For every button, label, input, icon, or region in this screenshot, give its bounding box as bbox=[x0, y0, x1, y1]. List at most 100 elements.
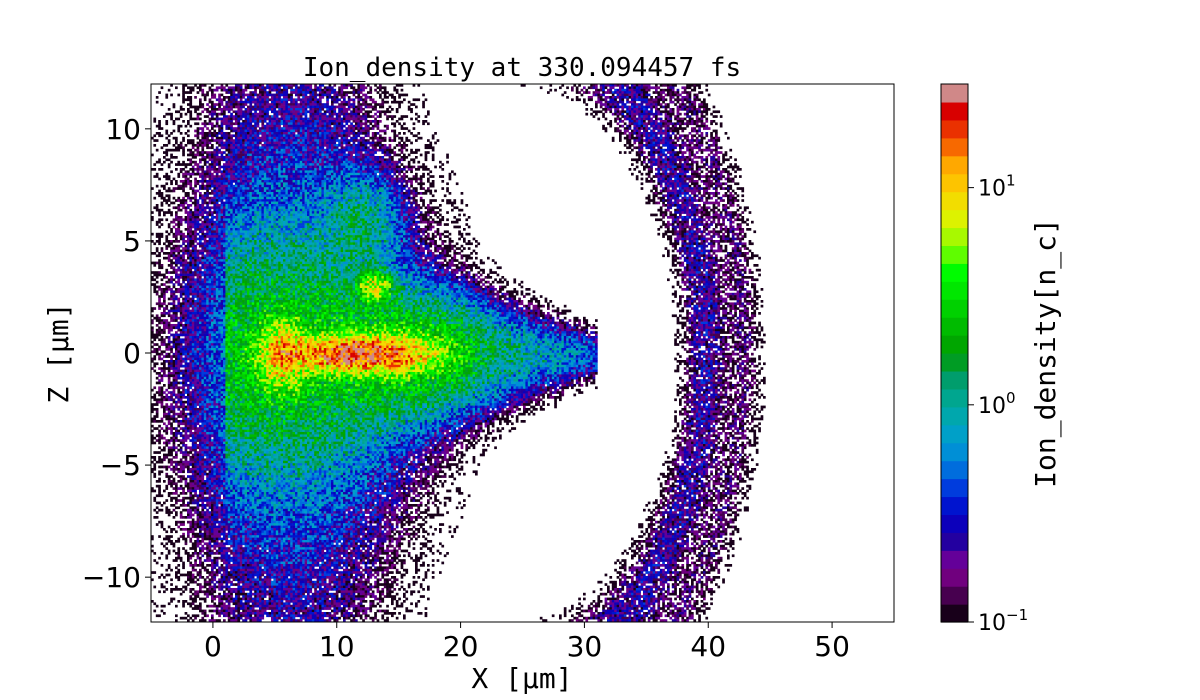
density-cell bbox=[223, 134, 226, 138]
density-cell bbox=[283, 136, 286, 140]
density-cell bbox=[271, 146, 274, 150]
density-cell bbox=[227, 158, 231, 162]
density-cell bbox=[290, 170, 293, 174]
density-cell bbox=[321, 170, 325, 174]
density-cell bbox=[211, 172, 214, 176]
density-cell bbox=[393, 172, 397, 176]
density-cell bbox=[645, 110, 649, 114]
density-cell bbox=[657, 103, 661, 106]
density-cell bbox=[371, 100, 375, 104]
density-cell bbox=[326, 153, 329, 157]
density-cell bbox=[388, 146, 392, 150]
density-cell bbox=[667, 91, 670, 94]
density-cell bbox=[309, 177, 313, 181]
density-cell bbox=[273, 115, 277, 118]
density-cell bbox=[179, 146, 183, 150]
density-cell bbox=[215, 134, 219, 138]
density-cell bbox=[412, 103, 416, 106]
density-cell bbox=[652, 175, 656, 178]
density-cell bbox=[383, 177, 387, 181]
density-cell bbox=[446, 182, 449, 186]
density-cell bbox=[676, 100, 680, 104]
density-cell bbox=[698, 84, 701, 87]
density-cell bbox=[251, 127, 255, 130]
density-cell bbox=[283, 124, 286, 128]
density-cell bbox=[633, 122, 637, 126]
density-cell bbox=[326, 110, 329, 114]
density-cell bbox=[405, 144, 409, 147]
density-cell bbox=[674, 156, 677, 159]
density-cell bbox=[273, 103, 277, 106]
density-cell bbox=[729, 180, 733, 183]
density-cell bbox=[235, 110, 238, 114]
density-cell bbox=[398, 117, 401, 121]
density-cell bbox=[251, 124, 255, 128]
density-cell bbox=[695, 182, 699, 186]
density-cell bbox=[314, 163, 317, 166]
density-cell bbox=[674, 103, 677, 106]
density-cell bbox=[283, 170, 286, 174]
density-cell bbox=[244, 103, 248, 106]
density-cell bbox=[633, 132, 637, 135]
density-cell bbox=[268, 117, 272, 121]
density-cell bbox=[287, 158, 291, 162]
density-cell bbox=[712, 129, 716, 133]
density-cell bbox=[283, 84, 286, 87]
density-cell bbox=[225, 146, 229, 150]
density-cell bbox=[321, 136, 325, 140]
density-cell bbox=[232, 172, 236, 176]
density-cell bbox=[225, 184, 229, 188]
density-cell bbox=[304, 86, 308, 90]
density-cell bbox=[237, 100, 241, 104]
density-cell bbox=[355, 165, 358, 169]
density-cell bbox=[350, 151, 353, 154]
density-cell bbox=[693, 105, 697, 109]
density-cell bbox=[669, 100, 673, 104]
density-cell bbox=[153, 120, 157, 123]
density-cell bbox=[319, 98, 322, 102]
density-cell bbox=[304, 182, 308, 186]
density-cell bbox=[242, 88, 245, 92]
density-cell bbox=[669, 86, 673, 90]
density-cell bbox=[647, 144, 651, 147]
density-cell bbox=[686, 110, 689, 114]
density-cell bbox=[333, 100, 337, 104]
density-cell bbox=[715, 163, 718, 166]
density-cell bbox=[266, 151, 269, 154]
density-cell bbox=[182, 93, 185, 97]
density-cell bbox=[676, 129, 680, 133]
density-cell bbox=[201, 177, 205, 181]
density-cell bbox=[578, 98, 581, 102]
density-cell bbox=[285, 156, 289, 159]
density-cell bbox=[410, 158, 413, 162]
density-cell bbox=[691, 158, 694, 162]
density-cell bbox=[681, 168, 685, 171]
density-cell bbox=[165, 144, 169, 147]
density-cell bbox=[650, 158, 653, 162]
density-cell bbox=[331, 115, 334, 118]
density-cell bbox=[160, 134, 164, 138]
density-cell bbox=[331, 160, 334, 164]
density-cell bbox=[211, 160, 214, 164]
density-cell bbox=[232, 144, 236, 147]
density-cell bbox=[230, 136, 233, 140]
density-cell bbox=[683, 163, 687, 166]
density-cell bbox=[218, 139, 221, 142]
density-cell bbox=[287, 105, 291, 109]
density-cell bbox=[727, 175, 730, 178]
density-cell bbox=[683, 144, 687, 147]
density-cell bbox=[379, 139, 382, 142]
density-cell bbox=[621, 112, 625, 116]
density-cell bbox=[237, 172, 241, 176]
density-cell bbox=[364, 141, 368, 145]
density-cell bbox=[335, 156, 339, 159]
density-cell bbox=[626, 108, 629, 111]
density-cell bbox=[575, 88, 579, 92]
density-cell bbox=[587, 91, 591, 94]
density-cell bbox=[355, 136, 358, 140]
density-cell bbox=[314, 84, 317, 87]
density-cell bbox=[343, 100, 346, 104]
density-cell bbox=[261, 127, 265, 130]
density-cell bbox=[299, 160, 303, 164]
density-cell bbox=[194, 153, 197, 157]
